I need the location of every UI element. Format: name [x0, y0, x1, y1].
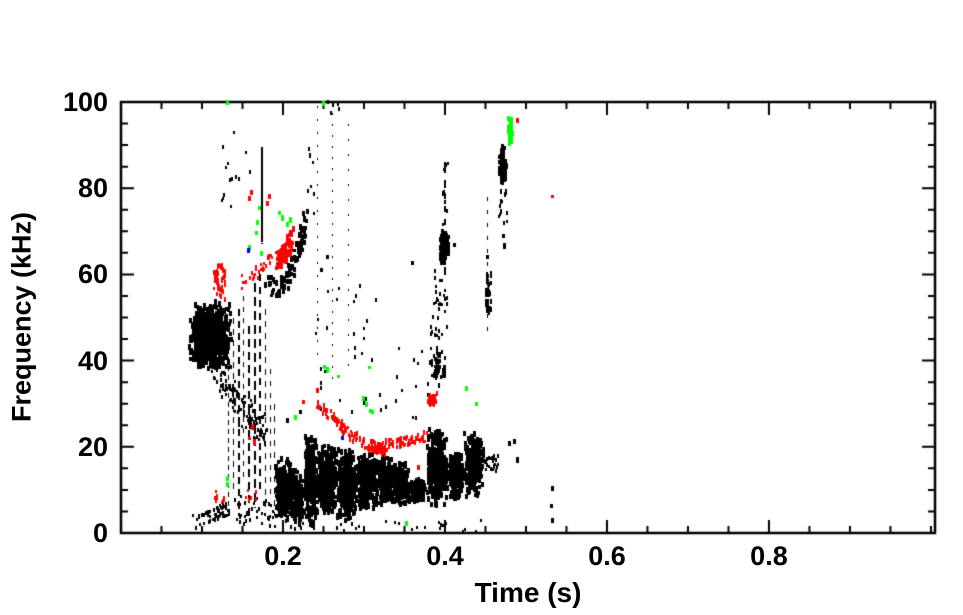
y-tick-label-80: 80 [77, 173, 108, 204]
x-tick-label-0.4: 0.4 [426, 541, 464, 571]
y-tick-label-0: 0 [92, 518, 108, 548]
y-tick-label-40: 40 [77, 345, 108, 376]
y-tick-label-20: 20 [77, 431, 108, 462]
y-axis-title: Frequency (kHz) [6, 211, 37, 423]
x-tick-label-0.2: 0.2 [264, 541, 302, 571]
x-tick-label-0.6: 0.6 [588, 541, 626, 571]
x-axis-title: Time (s) [474, 577, 582, 608]
y-tick-label-100: 100 [62, 87, 108, 117]
x-tick-label-0.8: 0.8 [750, 541, 788, 571]
y-tick-label-60: 60 [77, 259, 108, 290]
